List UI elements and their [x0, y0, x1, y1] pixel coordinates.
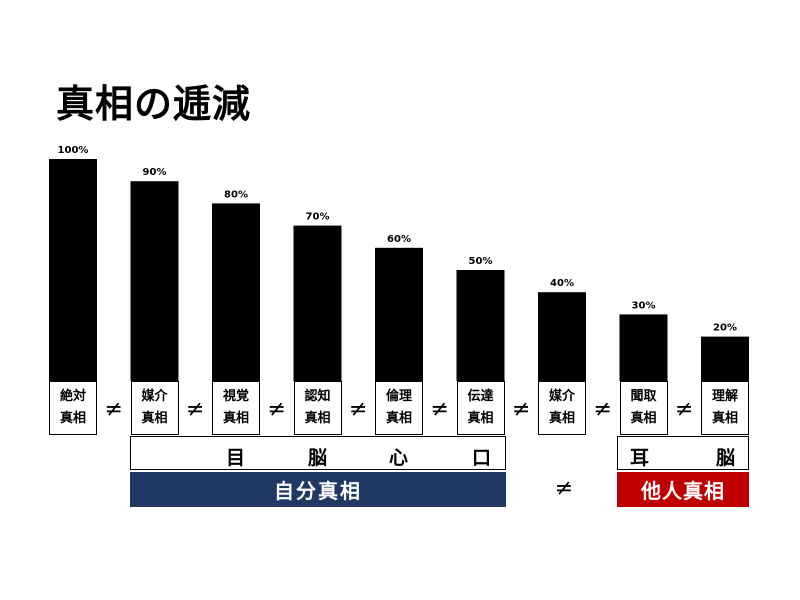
bar-8 [619, 314, 668, 381]
category-label-6-line-1: 伝達 [467, 389, 494, 404]
category-label-4-line-2: 真相 [304, 411, 331, 426]
organ-eye-label: 目 [226, 447, 246, 469]
category-label-8-line-2: 真相 [630, 411, 657, 426]
category-label-7-line-2: 真相 [548, 411, 575, 426]
bar-4 [293, 225, 342, 381]
organ-band: 目 脳 心 口 [130, 436, 506, 470]
category-label-2-line-2: 真相 [141, 411, 168, 426]
category-label-1: 絶対 真相 [49, 381, 97, 435]
category-label-1-line-1: 絶対 [59, 389, 86, 404]
category-label-2-line-1: 媒介 [141, 389, 168, 404]
category-label-5-line-2: 真相 [385, 411, 412, 426]
category-label-9-line-1: 理解 [711, 389, 738, 404]
category-label-4: 認知 真相 [293, 381, 342, 435]
category-label-6: 伝達 真相 [456, 381, 505, 435]
value-label-7: 40% [550, 278, 574, 289]
value-label-5: 60% [387, 234, 411, 245]
category-label-3-line-1: 視覚 [222, 389, 249, 404]
category-label-2: 媒介 真相 [130, 381, 179, 435]
bar-6 [456, 270, 505, 381]
category-label-7-line-1: 媒介 [548, 389, 575, 404]
organ-brain-label-2: 脳 [716, 447, 736, 469]
not-equal-sign-4: ≠ [349, 397, 368, 422]
slide-title: 真相の逓減 [56, 82, 252, 126]
value-label-8: 30% [632, 300, 656, 311]
self-other-separator: ≠ [554, 476, 574, 501]
category-label-9-line-2: 真相 [711, 411, 738, 426]
organ-mouth-label: 口 [472, 447, 492, 469]
other-truth-band: 他人真相 [617, 472, 749, 507]
not-equal-sign-6: ≠ [512, 397, 531, 422]
organ-brain-label: 脳 [308, 447, 328, 469]
not-equal-sign-5: ≠ [430, 397, 449, 422]
bar-7 [538, 292, 586, 381]
bar-9 [701, 336, 749, 381]
category-label-7: 媒介 真相 [538, 381, 586, 435]
bar-1 [49, 159, 97, 381]
category-label-9: 理解 真相 [701, 381, 749, 435]
category-label-6-line-2: 真相 [467, 411, 494, 426]
ear-brain-band: 耳 脳 [617, 436, 749, 470]
organ-ear-label: 耳 [630, 447, 650, 469]
category-label-5-line-1: 倫理 [385, 389, 412, 404]
not-equal-sign-1: ≠ [104, 397, 123, 422]
category-label-1-line-2: 真相 [59, 411, 86, 426]
not-equal-sign-8: ≠ [675, 397, 694, 422]
category-label-3-line-2: 真相 [222, 411, 249, 426]
value-label-6: 50% [469, 256, 493, 267]
value-label-9: 20% [713, 323, 737, 334]
category-label-8: 聞取 真相 [619, 381, 668, 435]
value-label-3: 80% [224, 189, 248, 200]
value-label-4: 70% [306, 212, 330, 223]
bar-3 [212, 203, 260, 381]
self-truth-band: 自分真相 [130, 472, 506, 507]
category-label-3: 視覚 真相 [212, 381, 260, 435]
category-label-8-line-1: 聞取 [630, 389, 657, 404]
bar-2 [130, 181, 179, 381]
not-equal-sign-7: ≠ [593, 397, 612, 422]
not-equal-sign-3: ≠ [267, 397, 286, 422]
not-equal-sign-2: ≠ [186, 397, 205, 422]
organ-heart-label: 心 [389, 447, 409, 469]
value-label-2: 90% [143, 167, 167, 178]
value-label-1: 100% [58, 145, 89, 156]
category-label-4-line-1: 認知 [304, 389, 331, 404]
category-label-5: 倫理 真相 [375, 381, 423, 435]
bar-5 [375, 247, 423, 381]
